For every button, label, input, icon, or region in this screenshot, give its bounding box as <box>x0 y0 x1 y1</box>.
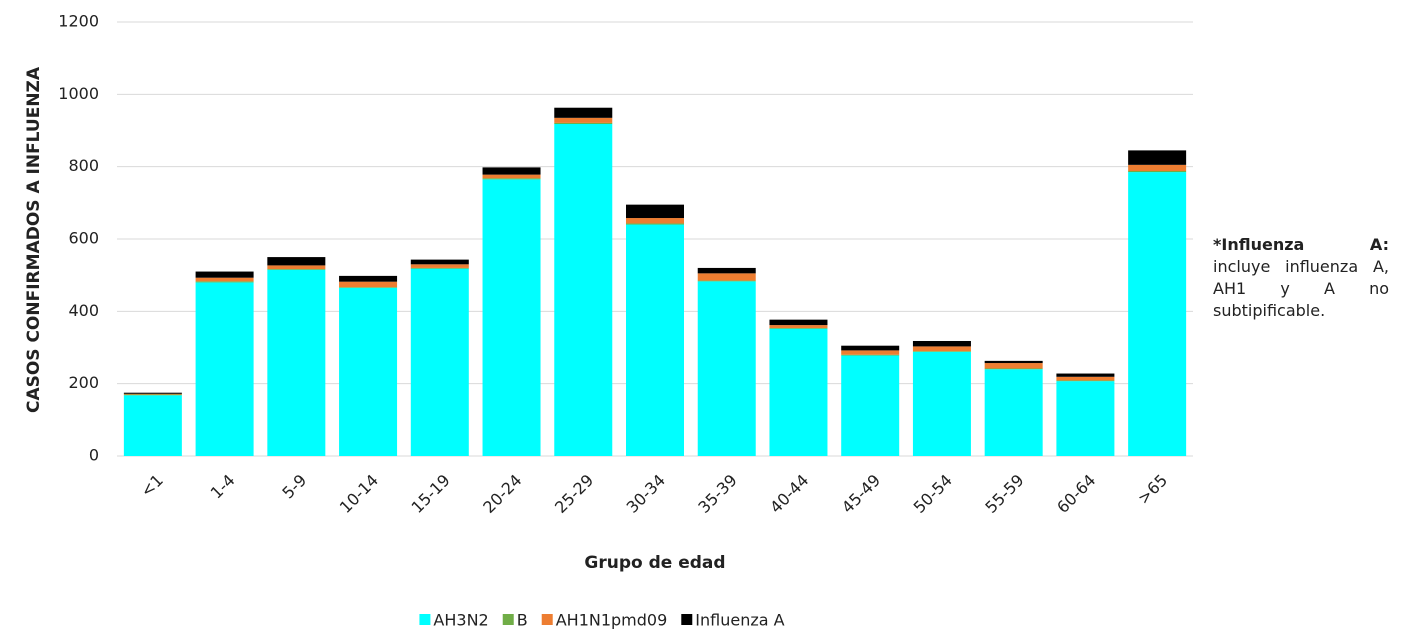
chart: CASOS CONFIRMADOS A INFLUENZA Grupo de e… <box>24 12 1193 630</box>
bar-segment <box>697 267 756 274</box>
bar-segment <box>841 350 900 355</box>
annotation-text: incluye influenza A, AH1 y A no subtipif… <box>1213 257 1389 320</box>
x-tick-label: 10-14 <box>336 471 382 517</box>
bar-segment <box>1128 171 1187 173</box>
bar-segment <box>410 259 469 265</box>
bar-segment <box>1056 381 1115 456</box>
bar-segment <box>339 275 398 282</box>
bar-segment <box>123 393 182 395</box>
annotation-title: *Influenza A: <box>1213 235 1389 254</box>
bar-segment <box>984 368 1043 370</box>
bar-segment <box>626 204 684 219</box>
bar-segment <box>482 167 541 175</box>
x-tick-label: 5-9 <box>278 471 310 503</box>
annotation: *Influenza A: incluye influenza A, AH1 y … <box>1213 234 1389 322</box>
y-tick-label: 1200 <box>58 12 99 31</box>
legend-swatch <box>502 614 514 625</box>
bar-segment <box>195 277 254 282</box>
bar-segment <box>1128 150 1187 165</box>
bar-segment <box>339 287 398 456</box>
x-tick-label: 50-54 <box>910 471 956 517</box>
bar-segment <box>410 267 469 269</box>
y-tick-label: 0 <box>89 446 99 465</box>
bar-segment <box>339 281 398 288</box>
x-tick-label: <1 <box>137 471 167 501</box>
bar-segment <box>267 269 326 456</box>
x-tick-label: 60-64 <box>1053 471 1099 517</box>
bar-segment <box>1128 172 1187 456</box>
bar-segment <box>410 264 469 268</box>
legend-label: Influenza A <box>695 611 784 630</box>
bar-segment <box>984 363 1043 369</box>
x-tick-label: 45-49 <box>838 471 884 517</box>
bar-segment <box>912 346 971 352</box>
bar-segment <box>482 179 541 456</box>
legend-label: AH1N1pmd09 <box>556 611 668 630</box>
bar-segment <box>769 328 828 456</box>
bar-segment <box>482 178 541 180</box>
x-tick-label: 35-39 <box>694 471 740 517</box>
y-tick-label: 800 <box>68 156 99 175</box>
bar-segment <box>912 351 971 456</box>
y-tick-label: 200 <box>68 373 99 392</box>
bar-segment <box>267 269 326 270</box>
legend-swatch <box>541 614 553 625</box>
y-tick-label: 1000 <box>58 84 99 103</box>
bar-segment <box>841 354 900 356</box>
bar-segment <box>697 273 756 281</box>
legend-swatch <box>681 614 693 625</box>
bar-segment <box>1056 376 1115 381</box>
bar-segment <box>410 268 469 456</box>
bar-segment <box>339 287 398 288</box>
x-tick-label: 30-34 <box>623 471 669 517</box>
bar-segment <box>554 107 613 118</box>
bar-segment <box>769 327 828 329</box>
x-tick-label: >65 <box>1134 471 1171 508</box>
bar-segment <box>841 345 900 351</box>
bar-segment <box>267 257 326 266</box>
y-tick-label: 400 <box>68 301 99 320</box>
bar-segment <box>626 223 684 225</box>
x-tick-label: 1-4 <box>207 471 239 503</box>
bar-segment <box>769 325 828 328</box>
bar-segment <box>912 351 971 352</box>
legend-swatch <box>419 614 431 625</box>
y-tick-label: 600 <box>68 229 99 248</box>
bar-segment <box>195 282 254 456</box>
bar-segment <box>123 392 182 394</box>
bar-segment <box>123 395 182 456</box>
bar-segment <box>1128 164 1187 172</box>
bar-segment <box>554 117 613 123</box>
bar-segment <box>123 394 182 396</box>
bar-segment <box>554 123 613 457</box>
x-tick-label: 20-24 <box>479 471 525 517</box>
legend-label: B <box>517 611 528 630</box>
bar-segment <box>626 224 684 456</box>
legend-label: AH3N2 <box>433 611 488 630</box>
bar-segment <box>984 360 1043 364</box>
bar-segment <box>769 319 828 326</box>
bar-segment <box>554 122 613 124</box>
bar-segment <box>1056 380 1115 382</box>
x-tick-label: 55-59 <box>981 471 1027 517</box>
bar-segment <box>697 280 756 282</box>
bar-segment <box>697 281 756 456</box>
x-axis-label: Grupo de edad <box>584 553 725 573</box>
y-axis-label: CASOS CONFIRMADOS A INFLUENZA <box>24 66 44 413</box>
bar-segment <box>267 265 326 270</box>
bar-segment <box>841 355 900 456</box>
bar-segment <box>482 174 541 179</box>
x-tick-label: 15-19 <box>407 471 453 517</box>
bar-segment <box>626 218 684 224</box>
x-tick-label: 40-44 <box>766 471 812 517</box>
x-tick-label: 25-29 <box>551 471 597 517</box>
bar-segment <box>195 281 254 283</box>
bar-segment <box>195 271 254 278</box>
bar-segment <box>912 340 971 347</box>
bar-segment <box>984 369 1043 456</box>
bar-segment <box>1056 373 1115 377</box>
